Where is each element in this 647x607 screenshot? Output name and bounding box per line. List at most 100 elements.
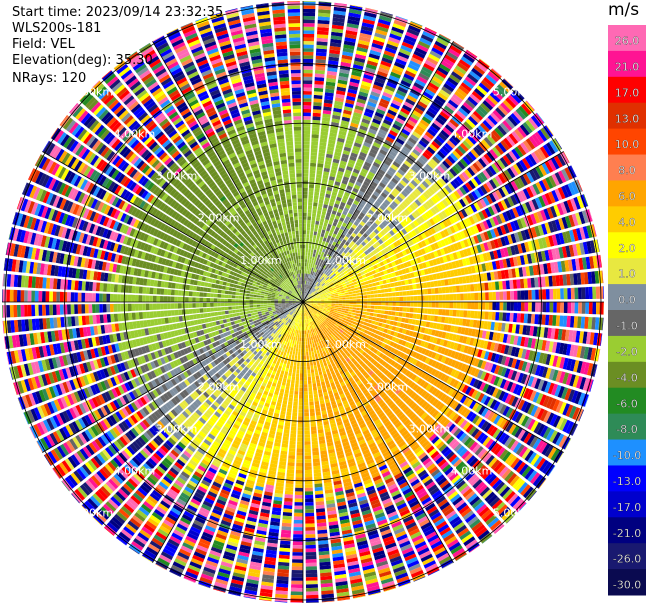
velocity-gate bbox=[310, 155, 317, 160]
velocity-gate bbox=[366, 212, 372, 218]
velocity-gate bbox=[357, 232, 363, 238]
velocity-gate bbox=[382, 176, 390, 183]
velocity-gate bbox=[512, 110, 524, 122]
velocity-gate bbox=[303, 1, 316, 2]
velocity-gate bbox=[466, 310, 471, 318]
velocity-gate bbox=[375, 188, 382, 195]
velocity-gate bbox=[304, 269, 306, 274]
velocity-gate bbox=[394, 208, 401, 215]
velocity-gate bbox=[505, 97, 517, 109]
velocity-gate bbox=[376, 197, 383, 204]
velocity-gate bbox=[319, 145, 326, 150]
velocity-gate bbox=[317, 261, 320, 266]
velocity-gate bbox=[427, 308, 432, 315]
velocity-gate bbox=[334, 97, 344, 103]
velocity-gate bbox=[312, 343, 315, 348]
velocity-gate bbox=[424, 302, 429, 308]
velocity-gate bbox=[441, 309, 446, 316]
velocity-gate bbox=[444, 54, 457, 64]
velocity-gate bbox=[314, 188, 320, 193]
velocity-gate bbox=[322, 264, 326, 269]
velocity-gate bbox=[316, 287, 320, 291]
velocity-gate bbox=[409, 307, 414, 313]
velocity-gate bbox=[345, 292, 349, 295]
velocity-gate bbox=[313, 472, 322, 477]
velocity-gate bbox=[413, 106, 424, 115]
velocity-gate bbox=[380, 125, 389, 133]
velocity-gate bbox=[334, 100, 344, 106]
velocity-gate bbox=[351, 149, 360, 155]
velocity-gate bbox=[422, 166, 431, 175]
velocity-gate bbox=[374, 294, 378, 298]
velocity-gate bbox=[370, 46, 383, 53]
velocity-gate bbox=[357, 43, 369, 50]
velocity-gate bbox=[346, 200, 353, 206]
velocity-gate bbox=[391, 211, 398, 218]
velocity-gate bbox=[384, 173, 393, 180]
velocity-gate bbox=[304, 319, 306, 324]
velocity-gate bbox=[330, 257, 335, 262]
velocity-gate bbox=[309, 286, 312, 290]
velocity-gate bbox=[305, 277, 307, 281]
velocity-gate bbox=[372, 213, 379, 219]
velocity-gate bbox=[314, 276, 317, 281]
velocity-gate bbox=[310, 148, 318, 153]
velocity-gate bbox=[360, 148, 369, 155]
velocity-gate bbox=[356, 135, 365, 142]
velocity-gate bbox=[317, 254, 321, 259]
velocity-gate bbox=[308, 294, 311, 298]
velocity-gate bbox=[409, 60, 421, 69]
velocity-gate bbox=[329, 132, 337, 138]
velocity-gate bbox=[303, 166, 309, 170]
velocity-gate bbox=[303, 141, 310, 145]
velocity-gate bbox=[400, 221, 407, 228]
velocity-gate bbox=[435, 69, 447, 79]
velocity-gate bbox=[305, 288, 308, 292]
velocity-gate bbox=[336, 141, 344, 147]
velocity-gate bbox=[307, 288, 310, 293]
velocity-gate bbox=[312, 386, 317, 391]
velocity-gate bbox=[426, 281, 431, 288]
velocity-gate bbox=[374, 298, 379, 302]
velocity-gate bbox=[399, 291, 403, 296]
velocity-gate bbox=[333, 107, 342, 113]
velocity-gate bbox=[319, 271, 323, 275]
velocity-gate bbox=[477, 105, 489, 116]
velocity-gate bbox=[414, 145, 423, 154]
velocity-gate bbox=[313, 91, 323, 96]
velocity-gate bbox=[333, 155, 341, 160]
velocity-gate bbox=[390, 102, 400, 110]
velocity-gate bbox=[418, 140, 428, 148]
velocity-gate bbox=[439, 89, 451, 98]
velocity-gate bbox=[311, 354, 315, 359]
velocity-gate bbox=[348, 209, 354, 215]
velocity-gate bbox=[329, 128, 338, 134]
velocity-gate bbox=[390, 29, 403, 38]
velocity-gate bbox=[351, 251, 356, 256]
velocity-gate bbox=[428, 295, 432, 301]
velocity-gate bbox=[303, 280, 305, 285]
velocity-gate bbox=[353, 200, 360, 206]
velocity-gate bbox=[356, 299, 361, 302]
velocity-gate bbox=[356, 246, 361, 252]
velocity-gate bbox=[379, 214, 386, 221]
velocity-gate bbox=[369, 184, 376, 191]
velocity-gate bbox=[337, 309, 342, 312]
velocity-gate bbox=[316, 41, 328, 46]
velocity-gate bbox=[351, 71, 362, 77]
velocity-gate bbox=[403, 101, 414, 109]
velocity-gate bbox=[384, 310, 389, 315]
velocity-gate bbox=[372, 178, 380, 185]
velocity-gate bbox=[418, 72, 430, 81]
velocity-gate bbox=[303, 159, 309, 163]
velocity-gate bbox=[320, 263, 325, 268]
velocity-gate bbox=[317, 163, 324, 168]
velocity-gate bbox=[316, 415, 322, 420]
velocity-gate bbox=[349, 125, 358, 132]
velocity-gate bbox=[500, 102, 511, 114]
velocity-gate bbox=[363, 295, 368, 299]
velocity-gate bbox=[364, 250, 369, 256]
velocity-gate bbox=[518, 105, 529, 118]
velocity-gate bbox=[311, 440, 318, 445]
velocity-gate bbox=[315, 220, 320, 225]
